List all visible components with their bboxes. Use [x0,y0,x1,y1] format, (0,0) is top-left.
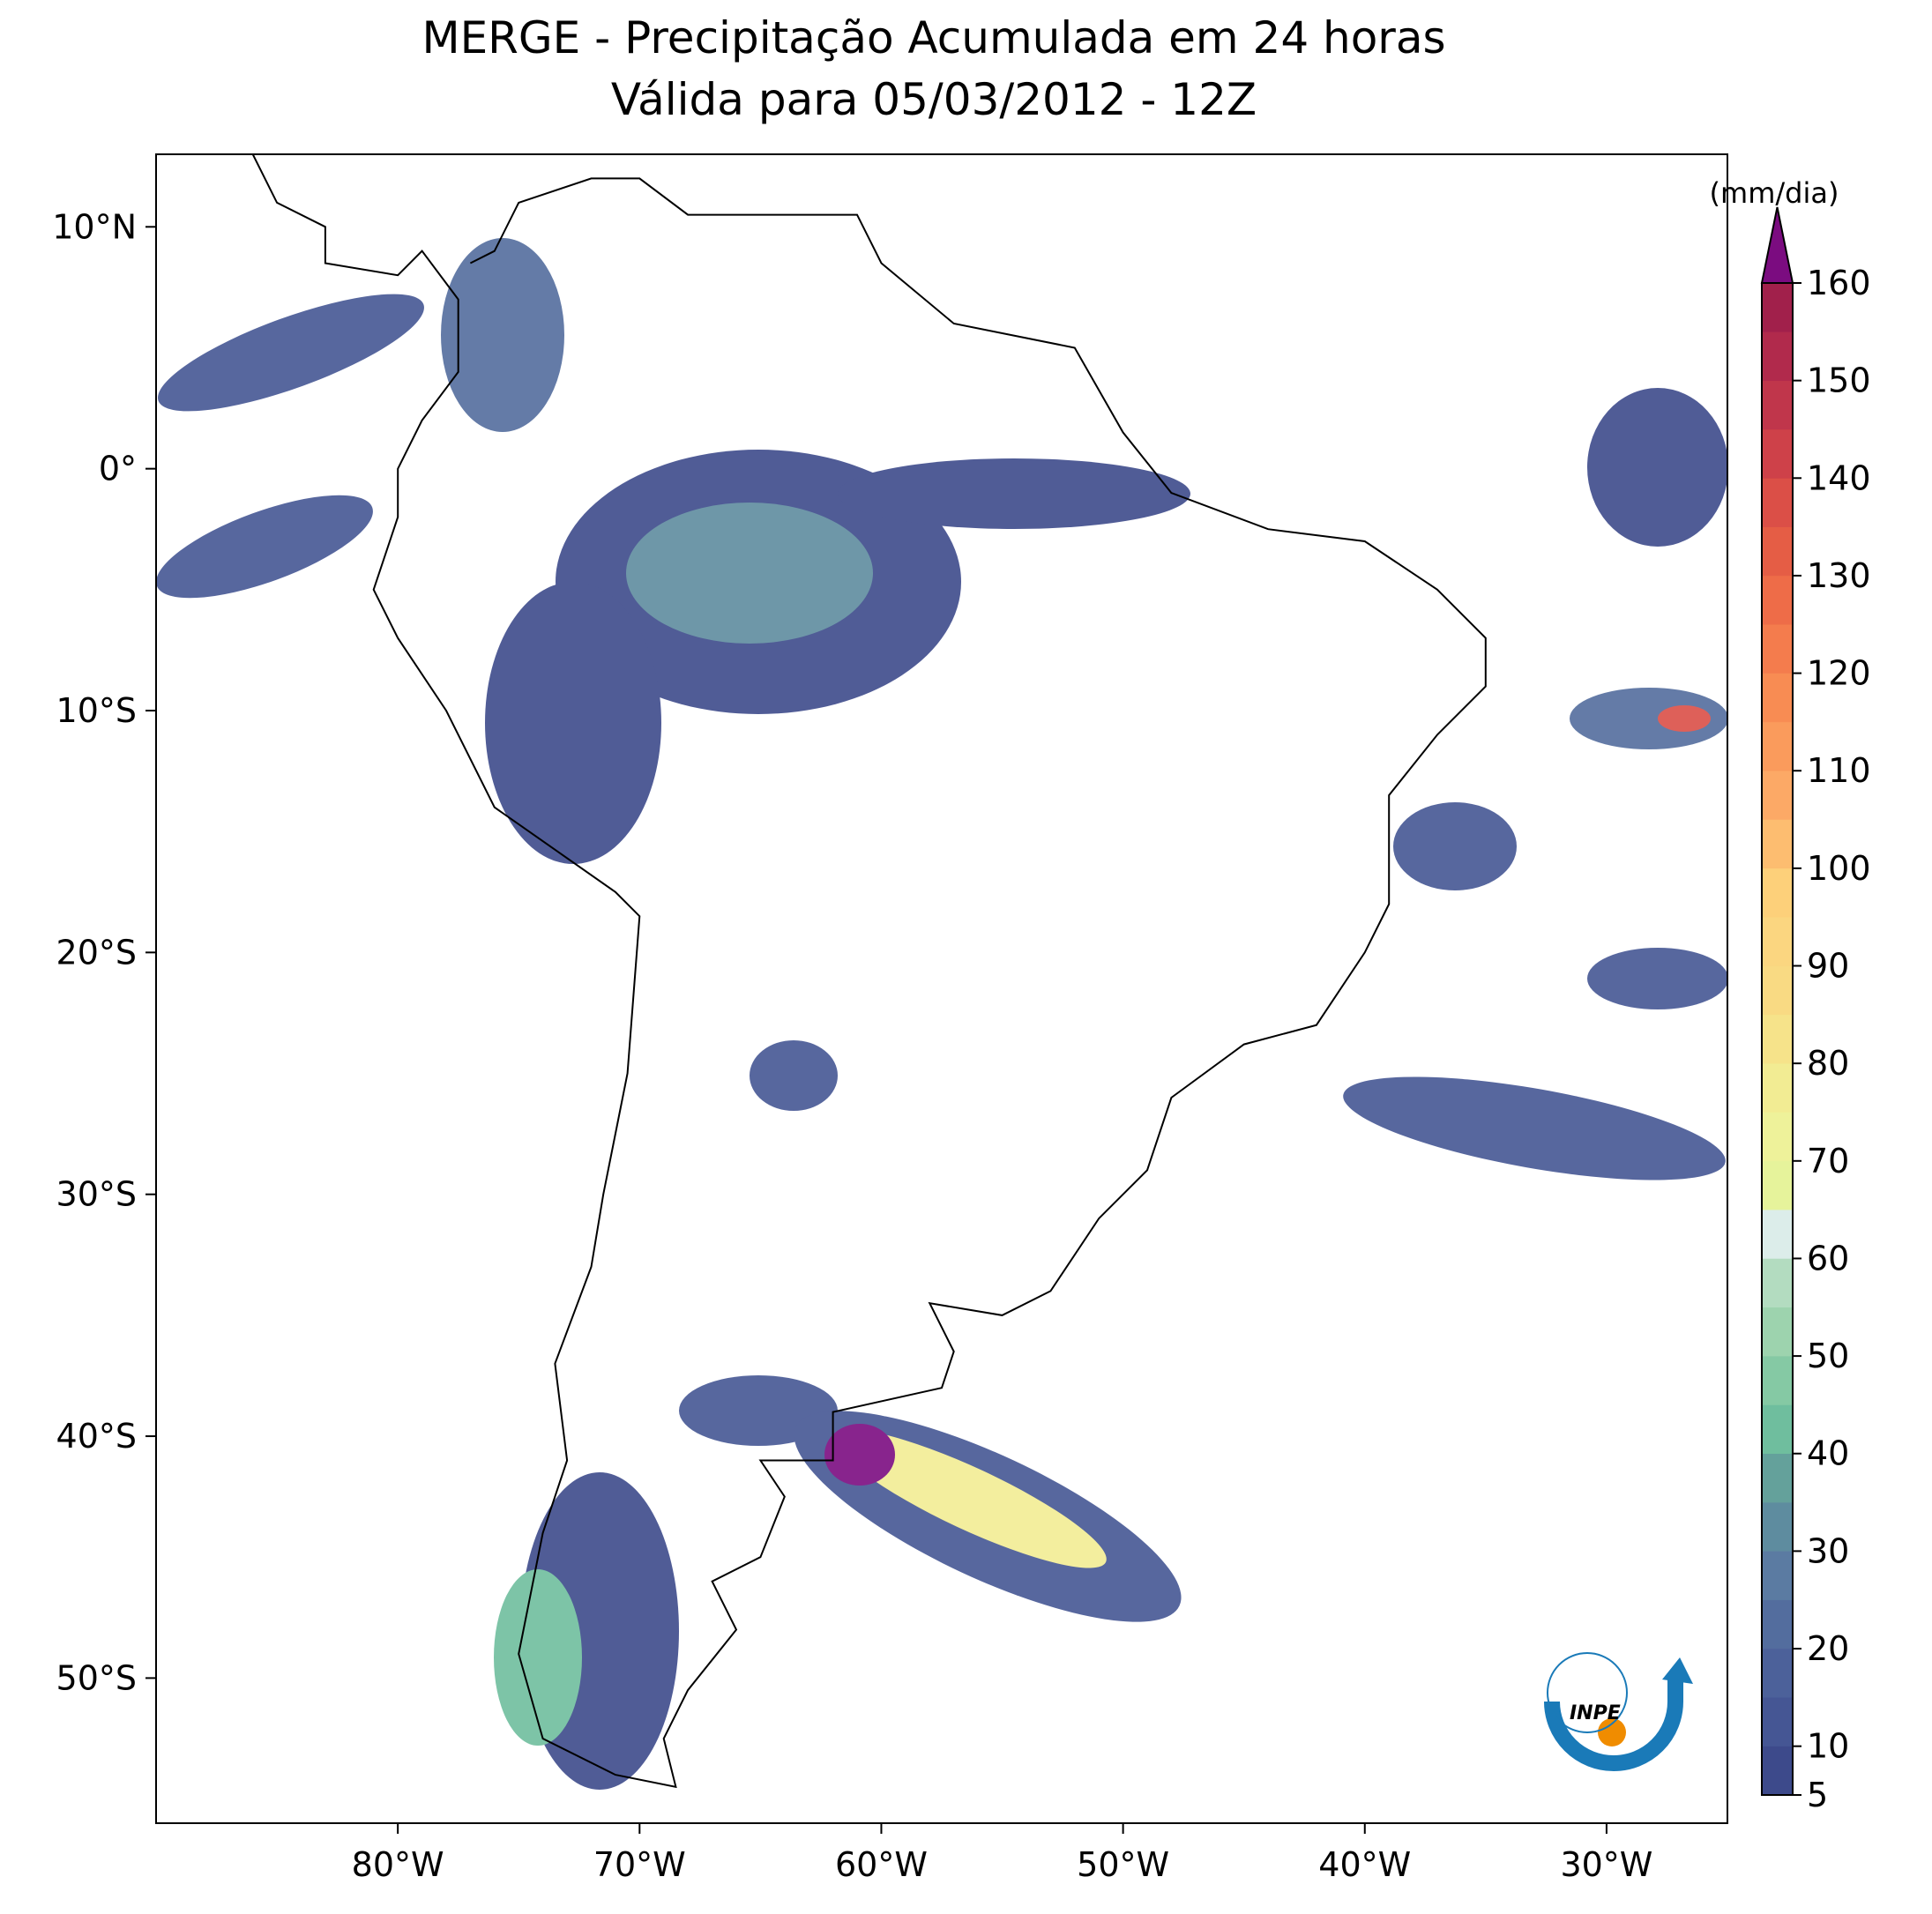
colorbar-band [1761,673,1794,723]
colorbar-band [1761,526,1794,577]
y-tick-label: 10°N [52,207,137,246]
colorbar-tick-label: 130 [1807,556,1871,595]
colorbar-tick-label: 70 [1807,1142,1849,1180]
colorbar-band [1761,1648,1794,1698]
colorbar-tick-label: 10 [1807,1727,1849,1766]
logo: INPE [1544,1652,1693,1771]
colorbar-band [1761,1307,1794,1357]
colorbar-band [1761,1112,1794,1162]
colorbar-tick-label: 60 [1807,1239,1849,1277]
colorbar-band [1761,1599,1794,1650]
colorbar-extend [1760,206,1794,284]
colorbar-label: (mm/dia) [1710,176,1839,210]
colorbar-tick-label: 5 [1807,1776,1828,1814]
colorbar-band [1761,965,1794,1016]
colorbar-tick-label: 80 [1807,1044,1849,1083]
colorbar-band [1761,282,1794,332]
colorbar-band [1761,770,1794,820]
colorbar-band [1761,1551,1794,1600]
y-tick-label: 40°S [56,1417,137,1456]
colorbar-tick-label: 40 [1807,1434,1849,1473]
x-tick-label: 40°W [1318,1845,1411,1884]
colorbar-tick-label: 110 [1807,751,1871,790]
y-tick-label: 30°S [56,1175,137,1214]
coastline [251,154,1487,1789]
colorbar-band [1761,428,1794,479]
y-tick-label: 0° [99,450,137,488]
y-tick-label: 20°S [56,933,137,972]
colorbar-band [1761,575,1794,625]
colorbar-tick-label: 90 [1807,947,1849,986]
x-tick-label: 70°W [593,1845,686,1884]
colorbar-frame [1761,282,1794,1796]
colorbar-band [1761,1209,1794,1259]
colorbar: 5 10 20 30 40 50 60 70 80 90 100 110 120 130 140 150 160 [1760,206,1871,1814]
colorbar-band [1761,624,1794,674]
precip-field [156,238,1727,1790]
colorbar-band [1761,721,1794,771]
colorbar-band [1761,478,1794,527]
colorbar-band [1761,1746,1794,1796]
colorbar-band [1761,1062,1794,1113]
colorbar-tick-label: 100 [1807,849,1871,888]
x-tick-label: 60°W [835,1845,928,1884]
colorbar-band [1761,1501,1794,1552]
colorbar-tick-label: 50 [1807,1337,1849,1375]
x-tick-label: 50°W [1077,1845,1169,1884]
subtitle: Válida para 05/03/2012 - 12Z [611,74,1257,125]
title: MERGE - Precipitação Acumulada em 24 hor… [421,12,1445,63]
colorbar-tick-label: 120 [1807,654,1871,693]
map-frame [155,153,1728,1824]
logo-text: INPE [1570,1702,1621,1724]
colorbar-band [1761,380,1794,430]
colorbar-band [1761,1355,1794,1405]
colorbar-band [1761,1258,1794,1308]
colorbar-tick-label: 20 [1807,1629,1849,1668]
colorbar-band [1761,331,1794,381]
colorbar-tick-label: 160 [1807,264,1871,302]
colorbar-band [1761,868,1794,918]
map-area [156,154,1727,1790]
colorbar-tick-label: 30 [1807,1531,1849,1570]
colorbar-band [1761,916,1794,966]
colorbar-band [1761,819,1794,869]
x-tick-label: 30°W [1560,1845,1652,1884]
y-tick-label: 10°S [56,691,137,730]
colorbar-tick-label: 150 [1807,361,1871,400]
colorbar-band [1761,1014,1794,1064]
colorbar-band [1761,1697,1794,1746]
colorbar-tick-label: 140 [1807,458,1871,497]
colorbar-band [1761,1404,1794,1454]
colorbar-band [1761,1160,1794,1210]
y-tick-label: 50°S [56,1658,137,1697]
x-tick-label: 80°W [352,1845,444,1884]
colorbar-band [1761,1453,1794,1503]
